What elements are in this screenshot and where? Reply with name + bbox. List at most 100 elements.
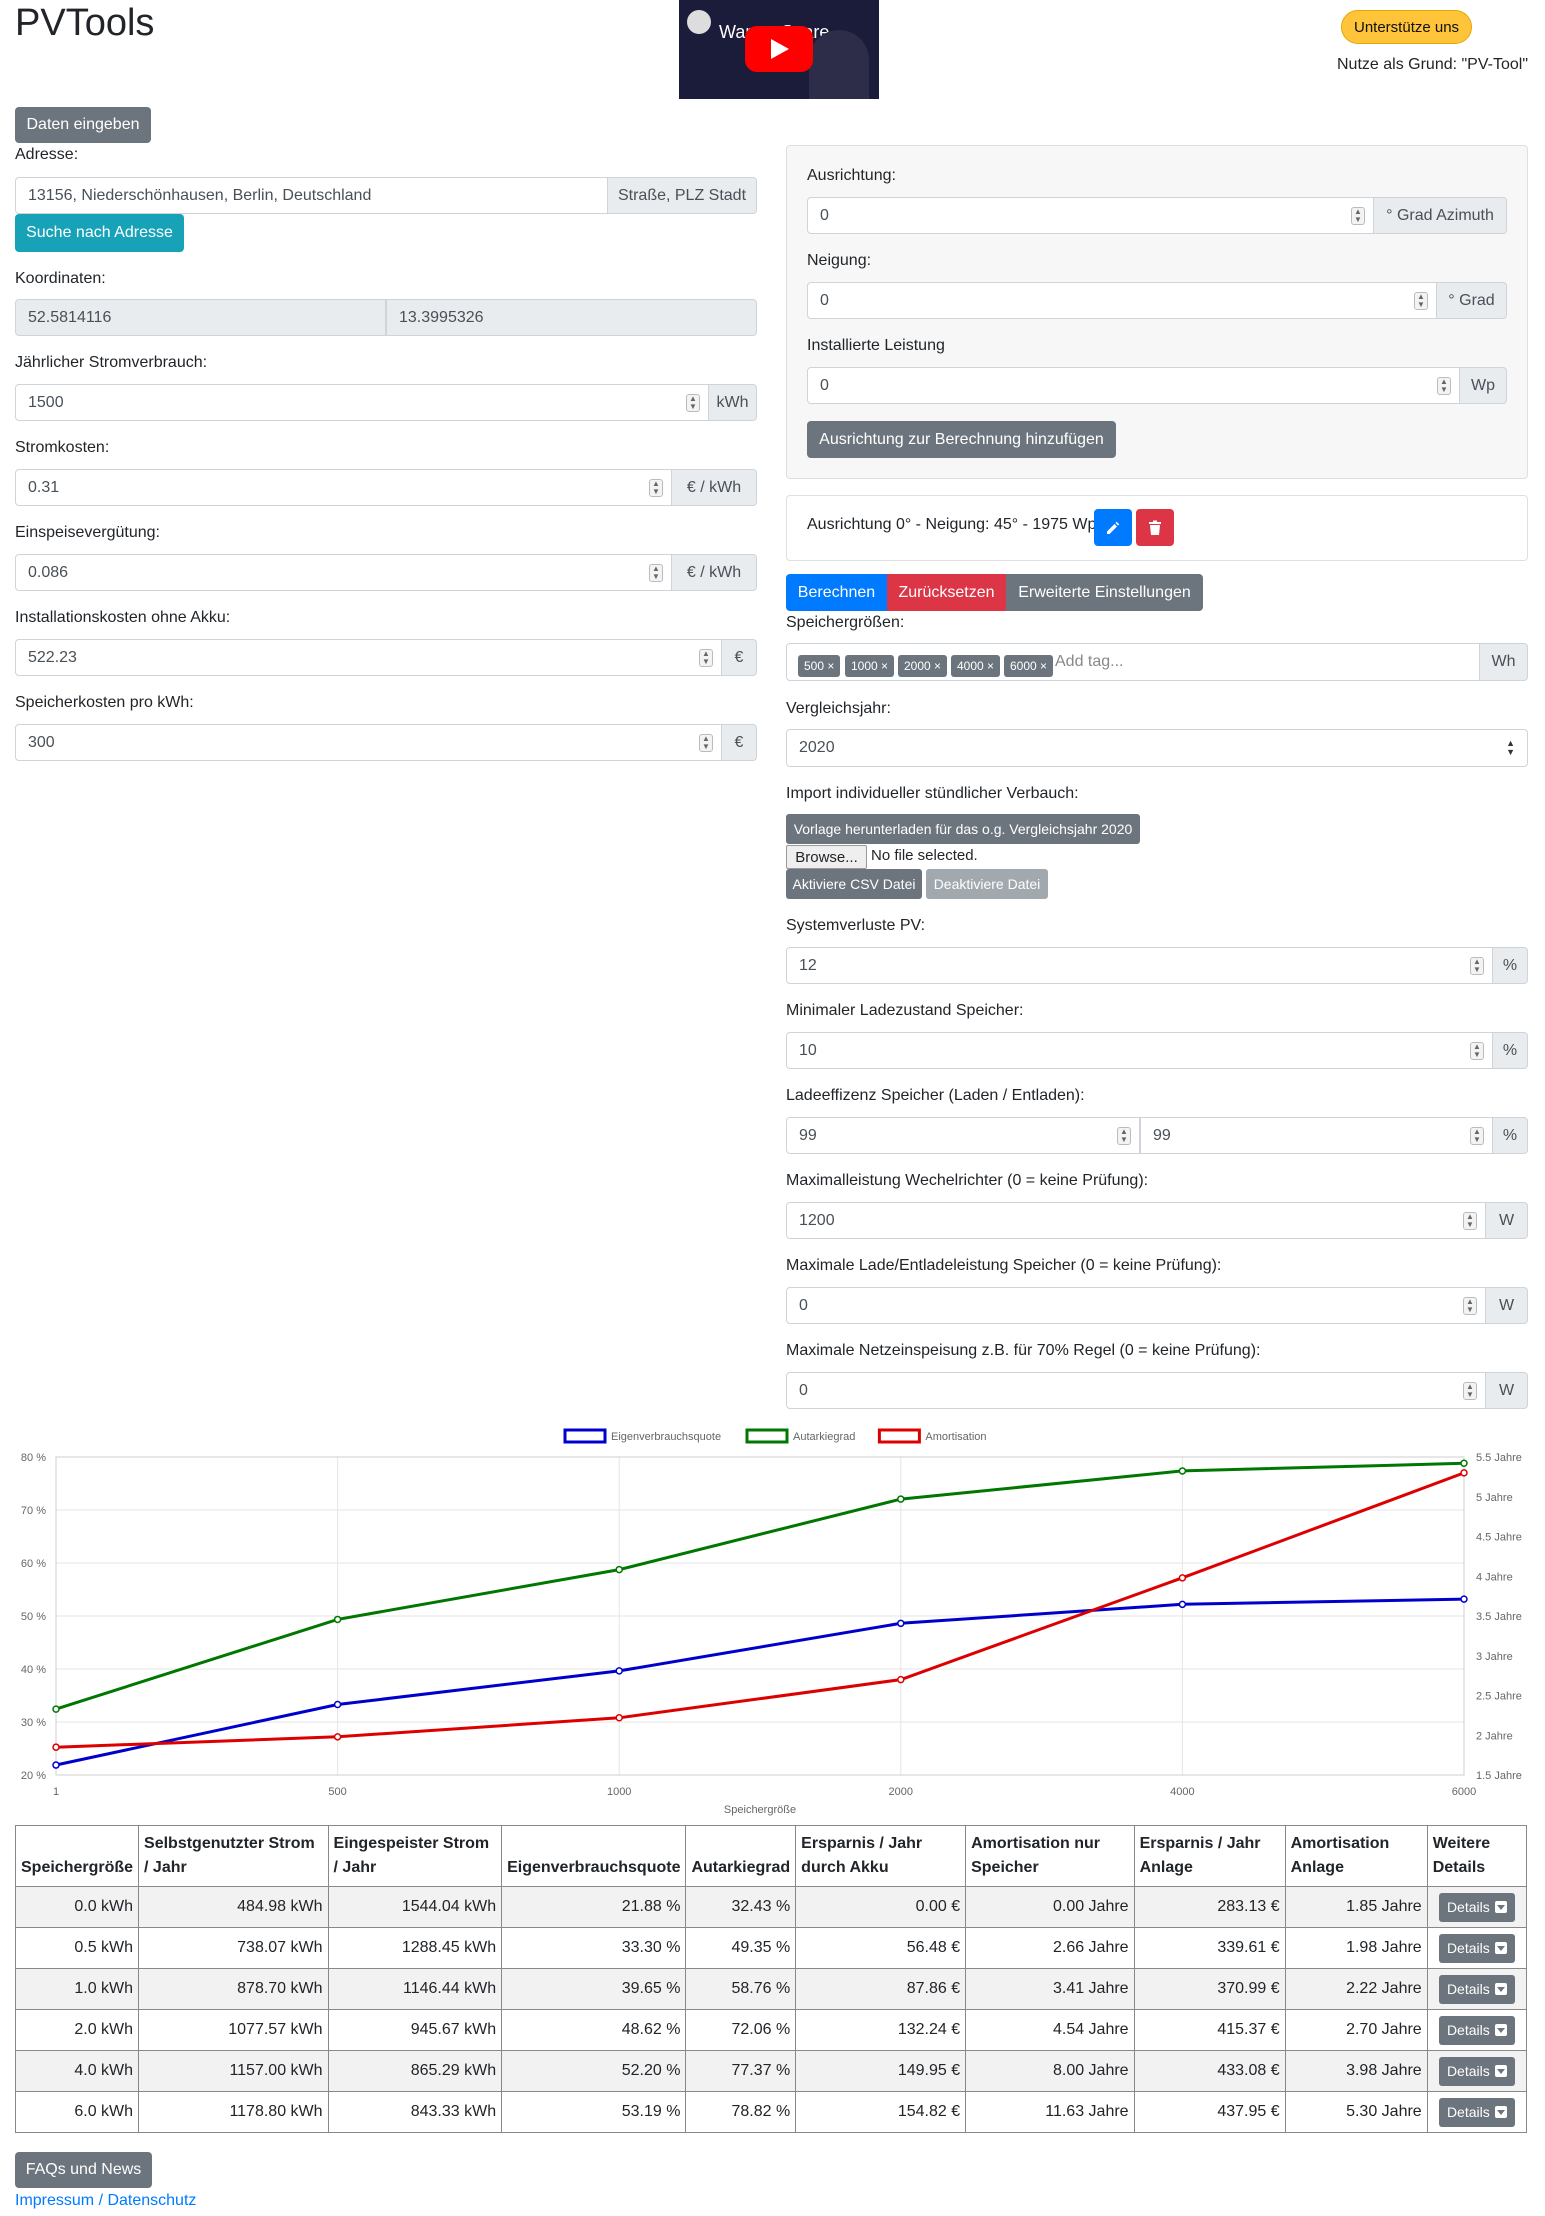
pencil-icon xyxy=(1107,521,1120,534)
cell-amortisation-speicher: 3.41 Jahre xyxy=(965,1968,1135,2010)
spinner-icon[interactable]: ▲ ▼ xyxy=(1470,1041,1484,1060)
neigung-unit: ° Grad xyxy=(1437,282,1507,319)
einspeise-input[interactable]: 0.086 ▲ ▼ xyxy=(15,554,672,591)
select-arrows-icon: ▲ ▼ xyxy=(1506,738,1515,757)
cell-ersparnis-anlage: 339.61 € xyxy=(1133,1927,1286,1969)
details-button[interactable]: Details xyxy=(1438,1933,1515,1963)
y-right-tick-label: 5 Jahre xyxy=(1476,1492,1513,1504)
cell-selbstgenutzt: 878.70 kWh xyxy=(138,1968,329,2010)
adresse-label: Adresse: xyxy=(15,146,79,163)
details-button[interactable]: Details xyxy=(1438,2056,1515,2086)
no-file-text: No file selected. xyxy=(871,847,978,864)
details-button[interactable]: Details xyxy=(1438,2097,1515,2127)
x-tick-label: 6000 xyxy=(1452,1786,1476,1798)
spinner-icon[interactable]: ▲ ▼ xyxy=(1117,1126,1131,1145)
wechselrichter-input[interactable]: 1200 ▲ ▼ xyxy=(786,1202,1486,1239)
data-point xyxy=(897,1675,905,1684)
orientation-entry-card xyxy=(786,495,1528,561)
speicherkosten-input[interactable]: 300 ▲ ▼ xyxy=(15,724,722,761)
vergleichsjahr-select[interactable]: 2020 ▲ ▼ xyxy=(786,729,1528,767)
aktiviere-csv-button[interactable]: Aktiviere CSV Datei xyxy=(786,869,922,899)
spinner-icon[interactable]: ▲ ▼ xyxy=(1463,1211,1477,1230)
delete-orientation-button[interactable] xyxy=(1136,509,1174,546)
spinner-icon[interactable]: ▲ ▼ xyxy=(649,478,663,497)
installationskosten-input[interactable]: 522.23 ▲ ▼ xyxy=(15,639,722,676)
neigung-input[interactable]: 0 ▲ ▼ xyxy=(807,282,1437,319)
header-eigenverbrauchsquote: Eigenverbrauchsquote xyxy=(501,1825,687,1887)
cell-selbstgenutzt: 1178.80 kWh xyxy=(138,2091,329,2133)
details-button[interactable]: Details xyxy=(1438,1892,1515,1922)
installationskosten-label: Installationskosten ohne Akku: xyxy=(15,609,231,626)
tag-1000[interactable]: 1000 × xyxy=(845,655,895,677)
spinner-icon[interactable]: ▲ ▼ xyxy=(649,563,663,582)
spinner-icon[interactable]: ▲ ▼ xyxy=(1470,956,1484,975)
data-point xyxy=(333,1700,342,1709)
systemverluste-input[interactable]: 12 ▲ ▼ xyxy=(786,947,1493,984)
speichergroessen-tag-input[interactable]: 500 × 1000 × 2000 × 4000 × 6000 × Add ta… xyxy=(786,643,1480,681)
ladeeffizienz-entladen-input[interactable]: 99 ▲ ▼ xyxy=(1140,1117,1493,1154)
vorlage-download-button[interactable]: Vorlage herunterladen für das o.g. Vergl… xyxy=(786,814,1140,844)
spinner-icon[interactable]: ▲ ▼ xyxy=(686,393,700,412)
details-button[interactable]: Details xyxy=(1438,2015,1515,2045)
support-button[interactable]: Unterstütze uns xyxy=(1341,10,1473,44)
spinner-icon[interactable]: ▲ ▼ xyxy=(699,733,713,752)
ladeeffizienz-laden-input[interactable]: 99 ▲ ▼ xyxy=(786,1117,1140,1154)
longitude-field: 13.3995326 xyxy=(386,299,757,336)
data-point xyxy=(52,1761,60,1769)
data-point xyxy=(897,1495,905,1503)
netzeinspeisung-label: Maximale Netzeinspeisung z.B. für 70% Re… xyxy=(786,1342,1261,1359)
spinner-icon[interactable]: ▲ ▼ xyxy=(1437,376,1451,395)
page-title: PVTools xyxy=(15,2,155,44)
video-thumbnail[interactable]: Warum Spare ... xyxy=(679,0,879,99)
spinner-icon[interactable]: ▲ ▼ xyxy=(1414,291,1428,310)
x-tick-label: 2000 xyxy=(889,1786,913,1798)
cell-autarkiegrad: 77.37 % xyxy=(685,2050,797,2092)
stromkosten-input[interactable]: 0.31 ▲ ▼ xyxy=(15,469,672,506)
erweiterte-einstellungen-button[interactable]: Erweiterte Einstellungen xyxy=(1006,574,1203,611)
details-button[interactable]: Details xyxy=(1438,1974,1515,2004)
daten-eingeben-button[interactable]: Daten eingeben xyxy=(15,107,151,143)
data-point xyxy=(52,1705,60,1713)
data-point xyxy=(1178,1467,1187,1475)
berechnen-button[interactable]: Berechnen xyxy=(786,574,887,611)
adresse-input[interactable]: 13156, Niederschönhausen, Berlin, Deutsc… xyxy=(15,177,608,214)
deaktiviere-datei-button[interactable]: Deaktiviere Datei xyxy=(926,869,1048,899)
ausrichtung-input[interactable]: 0 ▲ ▼ xyxy=(807,197,1374,234)
cell-eingespeist: 1288.45 kWh xyxy=(327,1927,503,1969)
search-address-button[interactable]: Suche nach Adresse xyxy=(15,214,184,252)
legend-entry: Amortisation xyxy=(925,1431,986,1443)
youtube-play-icon[interactable] xyxy=(745,26,813,72)
spinner-icon[interactable]: ▲ ▼ xyxy=(1470,1126,1484,1145)
faqs-news-button[interactable]: FAQs und News xyxy=(15,2152,152,2188)
adresse-addon: Straße, PLZ Stadt xyxy=(608,177,757,214)
cell-eigenverbrauchsquote: 33.30 % xyxy=(501,1927,687,1969)
verbrauch-input[interactable]: 1500 ▲ ▼ xyxy=(15,384,709,421)
details-label: Details xyxy=(1446,1940,1490,1956)
impressum-link[interactable]: Impressum / Datenschutz xyxy=(15,2192,197,2209)
series-line-0 xyxy=(55,1597,1465,1767)
tag-6000[interactable]: 6000 × xyxy=(1004,655,1054,677)
tag-2000[interactable]: 2000 × xyxy=(898,655,948,677)
zuruecksetzen-button[interactable]: Zurücksetzen xyxy=(887,574,1006,611)
header-ersparnis-akku: Ersparnis / Jahr durch Akku xyxy=(795,1825,967,1887)
ladeeffizienz-unit: % xyxy=(1493,1117,1528,1154)
tag-4000[interactable]: 4000 × xyxy=(951,655,1001,677)
edit-orientation-button[interactable] xyxy=(1094,509,1132,546)
header-speichergroesse: Speichergröße xyxy=(14,1825,140,1887)
cell-ersparnis-anlage: 433.08 € xyxy=(1133,2050,1286,2092)
browse-button[interactable]: Browse... xyxy=(786,845,867,869)
ladeleistung-unit: W xyxy=(1486,1287,1528,1324)
spinner-icon[interactable]: ▲ ▼ xyxy=(1351,206,1365,225)
spinner-icon[interactable]: ▲ ▼ xyxy=(1463,1296,1477,1315)
leistung-input[interactable]: 0 ▲ ▼ xyxy=(807,367,1460,404)
minlade-input[interactable]: 10 ▲ ▼ xyxy=(786,1032,1493,1069)
spinner-icon[interactable]: ▲ ▼ xyxy=(699,648,713,667)
tag-500[interactable]: 500 × xyxy=(798,655,841,677)
ladeleistung-input[interactable]: 0 ▲ ▼ xyxy=(786,1287,1486,1324)
header-weitere-details: Weitere Details xyxy=(1426,1825,1528,1887)
cell-amortisation-anlage: 2.22 Jahre xyxy=(1284,1968,1428,2010)
netzeinspeisung-input[interactable]: 0 ▲ ▼ xyxy=(786,1372,1486,1409)
spinner-icon[interactable]: ▲ ▼ xyxy=(1463,1381,1477,1400)
add-orientation-button[interactable]: Ausrichtung zur Berechnung hinzufügen xyxy=(807,421,1116,458)
speicherkosten-label: Speicherkosten pro kWh: xyxy=(15,694,194,711)
